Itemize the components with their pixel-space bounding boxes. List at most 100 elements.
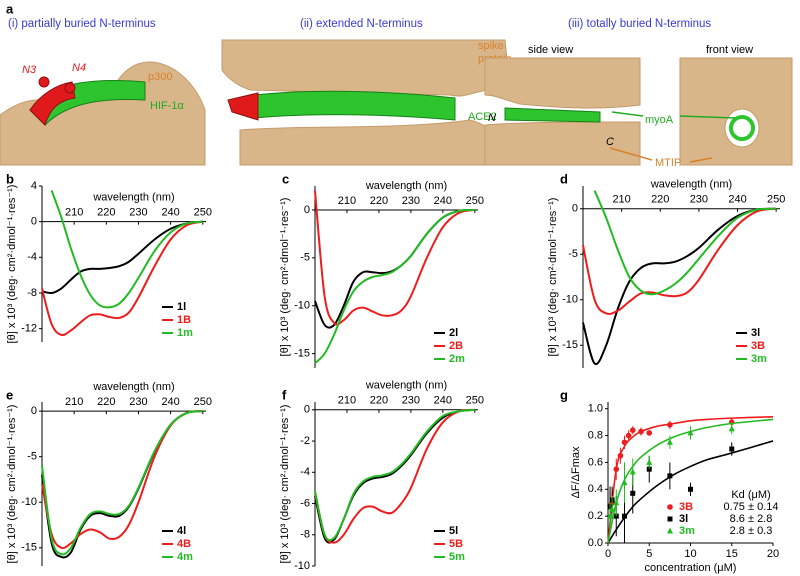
label: ACE2: [468, 111, 497, 123]
legend-label: 4B: [177, 538, 191, 550]
line: [314, 408, 475, 544]
legend-label: 3l: [679, 513, 688, 525]
point: [687, 429, 694, 436]
point: [621, 479, 628, 486]
y-tick-label: -8: [27, 287, 37, 299]
x-tick-label: 230: [129, 396, 147, 408]
x-tick-label: 240: [161, 207, 179, 219]
point: [688, 486, 693, 492]
y-tick-label: -6: [300, 497, 310, 509]
label: N3: [22, 64, 37, 76]
x-tick-label: 240: [728, 194, 746, 206]
x-tick-label: 250: [194, 396, 212, 408]
panel-letter: c: [282, 171, 289, 186]
y-tick-label: -10: [294, 300, 310, 312]
line: [314, 408, 475, 542]
legend-marker: [667, 527, 673, 534]
x-tick-label: 230: [690, 194, 708, 206]
line: [593, 190, 777, 296]
point: [629, 427, 636, 434]
y-tick-label: -5: [27, 451, 37, 463]
x-tick-label: 250: [194, 207, 212, 219]
chart-panel: e 0 -5 -10 -15 210 220 230 240 250 wavelength (nm)…: [6, 381, 212, 566]
x-tick-label: 210: [612, 194, 630, 206]
x-tick-label: 210: [338, 395, 356, 407]
point: [638, 428, 644, 435]
label: HIF-1α: [150, 100, 185, 112]
x-tick-label: 230: [129, 207, 147, 219]
panel-a: a (i) partially buried N-terminus (ii) e…: [0, 1, 793, 169]
x-tick-label: 210: [65, 207, 83, 219]
helix-n-terminus: [227, 92, 259, 121]
y-tick-label: -4: [27, 251, 37, 263]
line: [41, 220, 203, 295]
legend-header: Kd (μM): [731, 489, 770, 501]
legend-kd: 0.75 ± 0.14: [724, 501, 779, 513]
y-axis-label: [θ] x 10³ (deg· cm²·dmol⁻¹·res⁻¹): [6, 405, 18, 564]
legend-label: 3l: [751, 327, 760, 339]
x-tick-label: 5: [646, 548, 652, 560]
point: [613, 499, 620, 506]
x-tick-label: 10: [684, 548, 696, 560]
y-axis-label: [θ] x 10³ (deg· cm²·dmol⁻¹·res⁻¹): [547, 198, 559, 357]
x-tick-label: 240: [434, 395, 452, 407]
protein-surface: [221, 39, 511, 97]
x-tick-label: 230: [402, 195, 420, 207]
x-tick-label: 240: [434, 195, 452, 207]
panel-letter: b: [6, 171, 14, 186]
y-tick-label: -15: [294, 348, 310, 360]
y-tick-label: 0.4: [588, 483, 603, 495]
x-tick-label: 20: [767, 548, 779, 560]
y-axis-label: ΔF/ΔFmax: [570, 446, 582, 498]
y-tick-label: -2: [300, 435, 310, 447]
fit-curve: [607, 415, 774, 544]
label: side view: [528, 44, 573, 56]
y-tick-label: -10: [562, 294, 578, 306]
x-tick-label: 220: [97, 396, 115, 408]
x-tick-label: 220: [651, 194, 669, 206]
x-axis-label: wavelength (nm): [92, 381, 174, 393]
panel-letter: e: [6, 387, 13, 402]
x-tick-label: 210: [338, 195, 356, 207]
line: [41, 220, 203, 337]
y-tick-label: -5: [300, 252, 310, 264]
point: [728, 425, 735, 432]
protein-surface: [484, 57, 641, 109]
point: [609, 505, 616, 512]
y-tick-label: 0.8: [588, 429, 603, 441]
y-tick-label: 0: [304, 204, 310, 216]
arrow: [611, 111, 644, 117]
x-tick-label: 220: [370, 195, 388, 207]
point: [667, 473, 673, 479]
x-axis-label: concentration (μM): [645, 562, 737, 574]
legend-label: 2B: [449, 340, 463, 352]
y-axis-label: [θ] x 10³ (deg· cm²·dmol⁻¹·res⁻¹): [6, 185, 18, 344]
line: [314, 408, 475, 544]
helix: [254, 90, 456, 121]
legend-label: 5l: [449, 525, 458, 537]
legend-label: 4l: [177, 525, 186, 537]
y-tick-label: 4: [31, 180, 37, 192]
y-tick-label: -8: [300, 529, 310, 541]
y-axis-label: [θ] x 10³ (deg· cm²·dmol⁻¹·res⁻¹): [279, 198, 291, 357]
x-tick-label: 210: [65, 396, 83, 408]
x-tick-label: 250: [767, 194, 785, 206]
point: [607, 512, 614, 519]
legend-label: 3m: [751, 353, 767, 365]
atom: [64, 82, 76, 94]
arrow: [679, 115, 736, 119]
point: [617, 452, 624, 459]
y-tick-label: 0: [31, 405, 37, 417]
panel-title: (ii) extended N-terminus: [300, 18, 423, 30]
x-tick-label: 15: [726, 548, 738, 560]
x-tick-label: 250: [466, 195, 484, 207]
arrow: [609, 147, 653, 161]
y-tick-label: -4: [300, 466, 310, 478]
label: spike: [478, 40, 504, 52]
x-axis-label: wavelength (nm): [365, 180, 447, 192]
helix-n-terminus: [29, 81, 76, 126]
legend-kd: 2.8 ± 0.3: [730, 525, 773, 537]
chart-panel: f 0 -2 -4 -6 -8 -10 210 220 230 240 250 wavelength (…: [279, 380, 484, 572]
y-tick-label: -10: [21, 496, 37, 508]
